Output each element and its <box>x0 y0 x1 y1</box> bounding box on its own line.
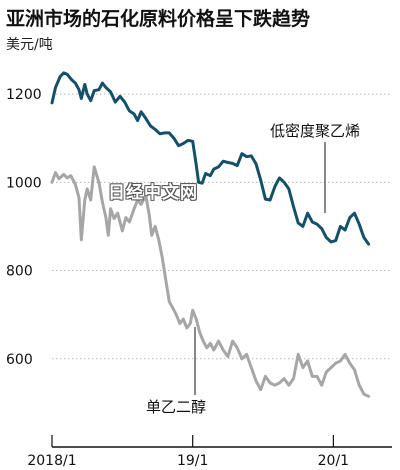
series-label-1: 单乙二醇 <box>146 398 206 416</box>
x-tick-label-1: 19/1 <box>177 453 208 469</box>
series-lines <box>50 71 371 398</box>
series-line-1 <box>50 165 371 398</box>
y-tick-labels: 600 800 1000 1200 <box>6 87 42 368</box>
y-axis-unit: 美元/吨 <box>6 37 53 53</box>
y-tick-label-1200: 1200 <box>6 87 42 103</box>
y-tick-label-600: 600 <box>6 352 33 368</box>
watermark-text: 日经中文网 <box>108 183 198 203</box>
x-ticks: 2018/1 19/1 20/1 <box>27 435 349 469</box>
x-tick-label-2: 20/1 <box>318 453 349 469</box>
y-tick-label-800: 800 <box>6 264 33 280</box>
series-line-0 <box>50 71 371 246</box>
x-tick-label-0: 2018/1 <box>27 453 76 469</box>
series-label-0: 低密度聚乙烯 <box>270 122 360 140</box>
chart-title: 亚洲市场的石化原料价格呈下跌趋势 <box>6 8 311 30</box>
y-tick-label-1000: 1000 <box>6 175 42 191</box>
grid-lines <box>52 93 392 448</box>
